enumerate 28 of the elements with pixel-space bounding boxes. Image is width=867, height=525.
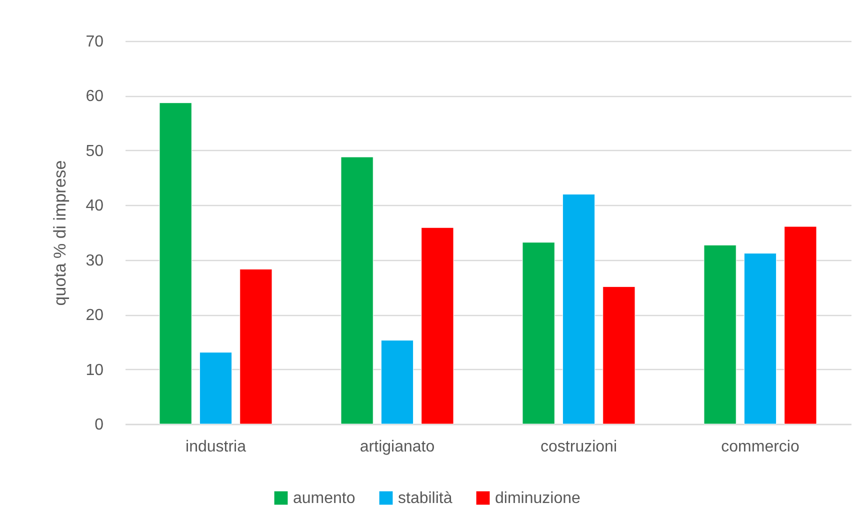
y-tick-label: 70	[86, 34, 104, 50]
y-tick-label: 10	[86, 362, 104, 379]
bar	[562, 194, 596, 424]
bar	[522, 242, 555, 424]
x-tick-label: costruzioni	[540, 438, 617, 456]
y-tick-label: 30	[86, 252, 104, 270]
x-tick-label: industria	[186, 438, 246, 456]
x-tick-label: commercio	[721, 438, 800, 456]
y-tick-label: 60	[86, 88, 104, 106]
bar	[380, 340, 414, 424]
bar	[159, 102, 192, 424]
legend-label: diminuzione	[495, 490, 580, 507]
bar	[744, 253, 777, 424]
bar	[240, 268, 272, 424]
y-tick-label: 50	[86, 142, 104, 160]
bar	[784, 226, 817, 424]
bar	[704, 244, 736, 424]
bar	[340, 156, 374, 424]
y-axis-title: quota % di imprese	[50, 160, 70, 306]
x-tick-label: artigianato	[360, 438, 435, 456]
bar	[199, 352, 232, 424]
y-tick-label: 20	[86, 307, 104, 324]
legend-label: aumento	[293, 490, 356, 507]
bar	[602, 286, 636, 424]
legend-label: stabilità	[398, 490, 452, 507]
bar	[421, 227, 454, 424]
y-tick-label: 40	[86, 198, 104, 215]
y-tick-label: 0	[94, 416, 104, 434]
